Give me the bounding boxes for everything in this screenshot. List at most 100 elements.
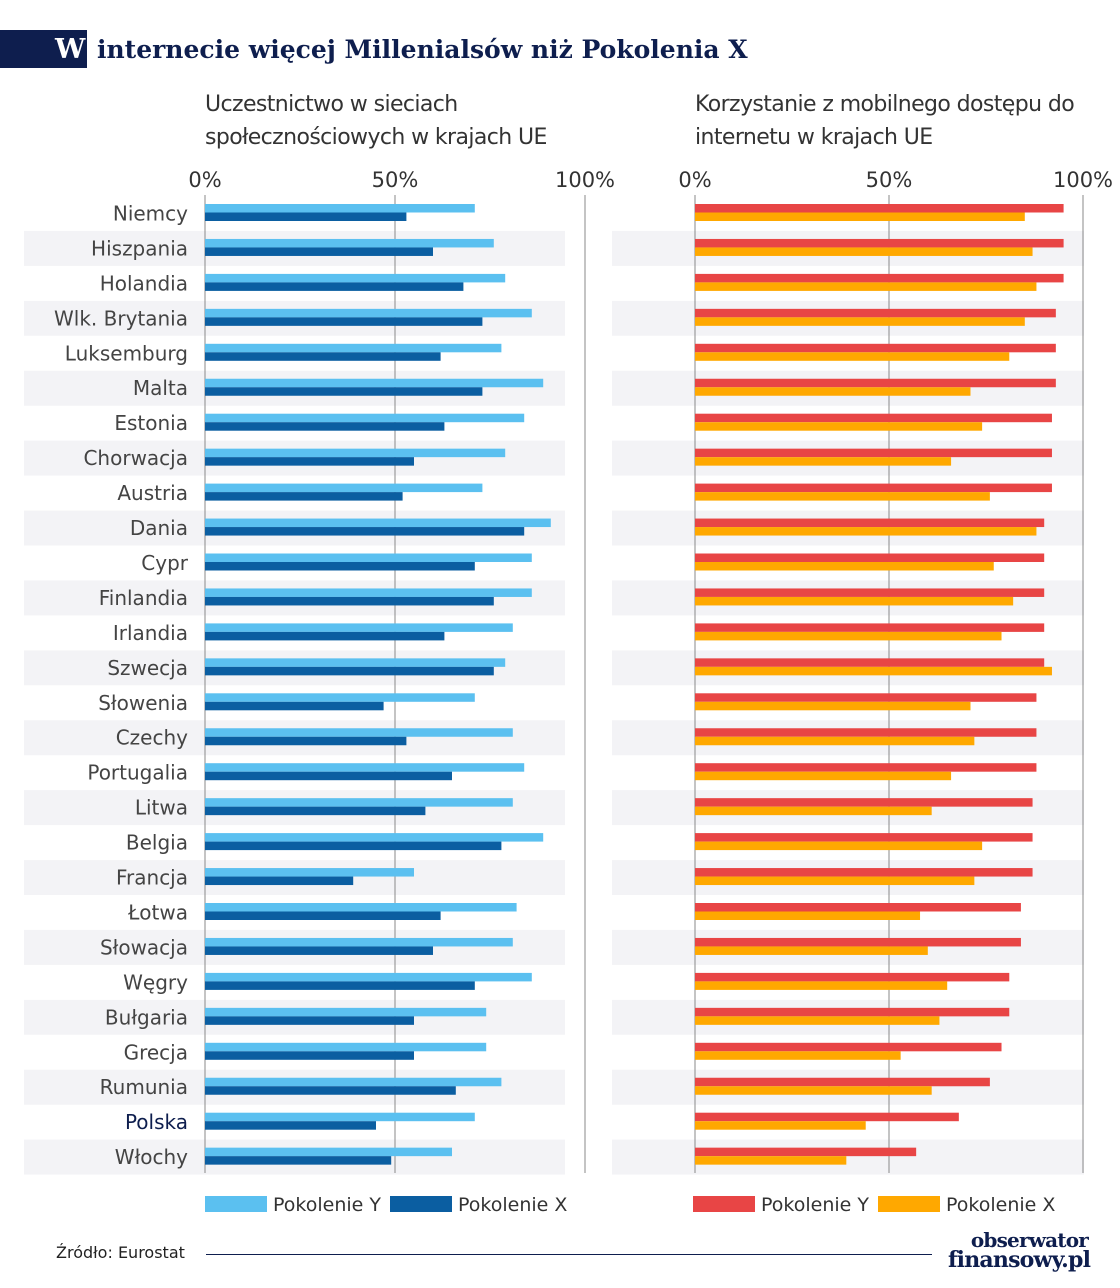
footer-divider — [206, 1254, 932, 1255]
category-label: Finlandia — [99, 586, 188, 610]
left-bar — [205, 946, 433, 955]
right-bar — [695, 422, 983, 431]
right-bar — [695, 833, 1033, 842]
category-label: Wlk. Brytania — [54, 306, 188, 330]
right-bar — [695, 562, 994, 571]
right-bar — [695, 868, 1033, 877]
right-bar — [695, 492, 990, 501]
category-label: Malta — [133, 376, 188, 400]
right-bar — [695, 666, 1052, 676]
right-bar — [695, 1007, 1010, 1017]
left-bar — [205, 378, 544, 388]
left-bar — [205, 1121, 376, 1130]
left-tick-label: 0% — [188, 168, 221, 192]
right-bar — [695, 981, 948, 990]
right-bar — [695, 204, 1064, 213]
left-legend-label: Pokolenie X — [458, 1194, 567, 1216]
left-bar — [205, 562, 475, 571]
right-bar — [695, 518, 1045, 528]
category-label: Portugalia — [87, 761, 188, 785]
right-chart-title-line-1: Korzystanie z mobilnego dostępu do — [695, 92, 1075, 117]
left-tick-label: 100% — [555, 168, 615, 192]
left-bar — [205, 1156, 392, 1165]
left-bar — [205, 763, 525, 772]
category-label: Belgia — [126, 831, 188, 855]
left-bar — [205, 728, 513, 737]
right-bar — [695, 1112, 959, 1122]
category-label: Estonia — [114, 411, 188, 435]
right-bar — [695, 1147, 917, 1157]
left-bar — [205, 903, 517, 912]
left-bar — [205, 588, 532, 597]
left-bar — [205, 868, 414, 877]
left-bar — [205, 457, 414, 466]
left-bar — [205, 1007, 487, 1017]
category-label: Grecja — [124, 1040, 188, 1064]
left-bar — [205, 204, 475, 213]
right-bar — [695, 238, 1064, 248]
left-bar — [205, 841, 502, 851]
left-bar — [205, 492, 403, 501]
left-bar — [205, 553, 532, 562]
category-label: Dania — [130, 516, 188, 540]
right-bar — [695, 352, 1010, 361]
right-row-stripe — [612, 1139, 1084, 1175]
right-bar — [695, 1121, 866, 1130]
bar-charts: 0% 50% 100% 0% 50% 100% Niemcy Hiszpania Holandi… — [24, 168, 1113, 1216]
left-bar — [205, 343, 502, 353]
logo-line-1: obserwator — [970, 1228, 1089, 1252]
right-bar — [695, 728, 1037, 737]
left-bar — [205, 527, 525, 536]
right-bar — [695, 763, 1037, 772]
page-title: internecie więcej Millenialsów niż Pokol… — [97, 35, 748, 64]
right-bar — [695, 798, 1033, 807]
left-bar — [205, 658, 506, 667]
right-bar — [695, 972, 1010, 982]
left-bar — [205, 876, 354, 886]
right-bar — [695, 903, 1021, 912]
category-label: Czechy — [116, 726, 188, 750]
left-bar — [205, 238, 494, 248]
right-bar — [695, 736, 975, 746]
left-tick-label: 50% — [372, 168, 419, 192]
right-bar — [695, 1051, 901, 1060]
category-label: Austria — [117, 481, 188, 505]
category-label: Niemcy — [113, 201, 188, 225]
left-bar — [205, 701, 384, 711]
left-bar — [205, 771, 452, 781]
right-bar — [695, 1042, 1002, 1052]
category-label: Cypr — [141, 551, 188, 575]
title-badge-background — [0, 30, 87, 68]
right-bar — [695, 1016, 940, 1025]
right-bar — [695, 247, 1033, 256]
right-bar — [695, 588, 1045, 597]
right-bar — [695, 701, 971, 711]
right-bar — [695, 693, 1037, 702]
left-bar — [205, 1042, 487, 1052]
right-bar — [695, 1086, 932, 1095]
right-bar — [695, 937, 1021, 947]
right-bar — [695, 806, 932, 816]
left-bar — [205, 448, 506, 458]
category-label: Słowenia — [98, 691, 188, 715]
left-legend-swatch — [390, 1196, 452, 1212]
left-bar — [205, 596, 494, 606]
left-bar — [205, 518, 551, 528]
left-bar — [205, 1086, 456, 1095]
category-label: Polska — [125, 1110, 188, 1134]
left-bar — [205, 273, 506, 283]
category-label: Włochy — [115, 1145, 188, 1169]
left-bar — [205, 1112, 475, 1122]
right-legend-swatch — [878, 1196, 940, 1212]
left-bar — [205, 247, 433, 256]
left-chart-title-line-1: Uczestnictwo w sieciach — [205, 92, 458, 117]
left-bar — [205, 352, 441, 361]
left-bar — [205, 798, 513, 807]
right-bar — [695, 448, 1052, 458]
left-bar — [205, 483, 483, 493]
left-bar — [205, 981, 475, 990]
right-bar — [695, 623, 1045, 632]
right-bar — [695, 946, 928, 955]
left-bar — [205, 623, 513, 632]
right-bar — [695, 876, 975, 886]
